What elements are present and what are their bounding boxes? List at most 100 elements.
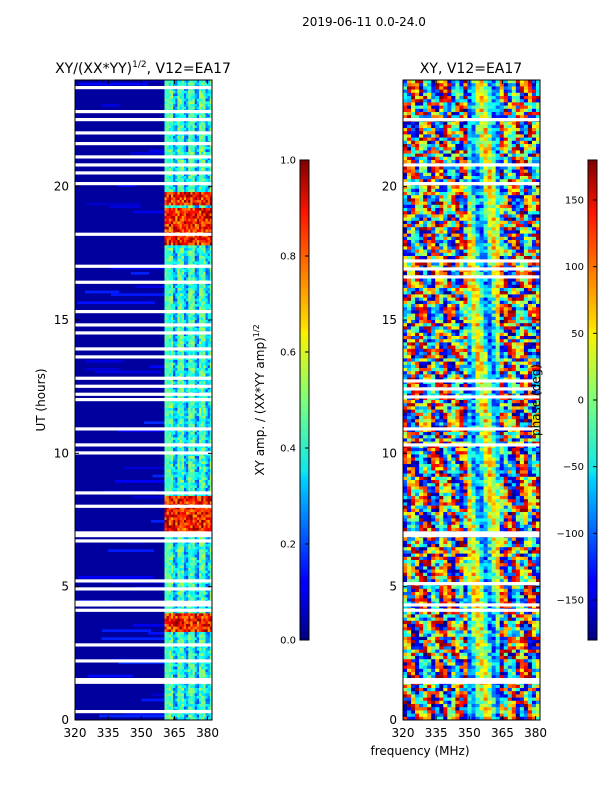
amplitude-cell xyxy=(168,314,172,318)
amplitude-cell xyxy=(181,562,185,566)
amplitude-cell xyxy=(170,381,174,385)
amplitude-cell xyxy=(207,168,211,171)
amplitude-cell xyxy=(170,317,174,321)
amplitude-cell xyxy=(201,274,204,278)
amplitude-cell xyxy=(175,88,178,91)
amplitude-cell xyxy=(181,173,185,177)
amplitude-cell xyxy=(196,378,200,382)
amplitude-cell xyxy=(199,480,202,483)
amplitude-cell xyxy=(207,258,211,262)
amplitude-cell xyxy=(190,501,193,505)
amplitude-cell xyxy=(207,656,211,659)
amplitude-cell xyxy=(194,669,198,673)
amplitude-cell xyxy=(173,237,176,241)
amplitude-cell xyxy=(175,456,178,459)
amplitude-cell xyxy=(196,202,200,206)
amplitude-cell xyxy=(209,298,212,302)
amplitude-cell xyxy=(203,314,206,318)
amplitude-cell xyxy=(168,168,172,171)
amplitude-cell xyxy=(209,146,212,150)
amplitude-cell xyxy=(199,250,202,254)
amplitude-cell xyxy=(190,296,193,299)
amplitude-cell xyxy=(166,648,170,651)
amplitude-cell xyxy=(177,240,180,243)
amplitude-cell xyxy=(181,160,185,163)
amplitude-cell xyxy=(168,248,172,251)
amplitude-cell xyxy=(183,488,187,491)
amplitude-cell xyxy=(194,440,198,443)
amplitude-cell xyxy=(177,480,180,483)
amplitude-cell xyxy=(207,434,211,438)
amplitude-cell xyxy=(203,429,206,433)
amplitude-cell xyxy=(183,482,187,486)
amplitude-cell xyxy=(175,245,178,249)
amplitude-cell xyxy=(192,570,196,574)
amplitude-cell xyxy=(166,333,170,337)
amplitude-cell xyxy=(207,272,211,275)
amplitude-cell xyxy=(170,362,174,366)
amplitude-cell xyxy=(186,645,189,649)
amplitude-cell xyxy=(192,485,196,489)
amplitude-cell xyxy=(188,362,191,366)
amplitude-cell xyxy=(194,240,198,243)
amplitude-cell xyxy=(199,370,202,374)
amplitude-cell xyxy=(201,114,204,118)
amplitude-cell xyxy=(201,336,204,339)
amplitude-cell xyxy=(183,144,187,147)
amplitude-cell xyxy=(166,298,170,302)
amplitude-cell xyxy=(168,328,172,331)
amplitude-cell xyxy=(207,288,211,291)
amplitude-cell xyxy=(170,336,174,339)
amplitude-cell xyxy=(207,138,211,142)
amplitude-cell xyxy=(177,549,180,553)
amplitude-cell xyxy=(175,629,178,633)
amplitude-cell xyxy=(166,458,170,462)
amplitude-cell xyxy=(196,173,200,177)
amplitude-cell xyxy=(192,509,196,513)
amplitude-cell xyxy=(190,458,193,462)
amplitude-cell xyxy=(188,136,191,139)
amplitude-cell xyxy=(179,509,183,513)
amplitude-cell xyxy=(199,298,202,302)
amplitude-cell xyxy=(175,80,178,83)
amplitude-faint-streak xyxy=(111,293,182,296)
amplitude-cell xyxy=(196,306,200,310)
amplitude-cell xyxy=(196,480,200,483)
amplitude-cell xyxy=(170,338,174,342)
amplitude-cell xyxy=(203,632,206,635)
amplitude-cell xyxy=(203,592,206,595)
amplitude-cell xyxy=(192,432,196,435)
amplitude-cell xyxy=(183,245,187,249)
amplitude-cell xyxy=(203,341,206,345)
amplitude-cell xyxy=(179,253,183,257)
amplitude-cell xyxy=(164,656,167,659)
amplitude-cell xyxy=(183,432,187,435)
amplitude-cell xyxy=(194,336,198,339)
amplitude-cell xyxy=(166,381,170,385)
amplitude-cell xyxy=(186,666,189,670)
amplitude-cell xyxy=(199,594,202,598)
amplitude-cell xyxy=(177,245,180,249)
amplitude-cell xyxy=(203,498,206,502)
amplitude-cell xyxy=(199,336,202,339)
amplitude-cell xyxy=(199,618,202,622)
amplitude-cell xyxy=(190,576,193,579)
amplitude-cell xyxy=(173,594,176,598)
amplitude-cell xyxy=(164,290,167,294)
amplitude-cell xyxy=(179,314,183,318)
amplitude-cell xyxy=(179,320,183,323)
amplitude-cell xyxy=(196,584,200,587)
amplitude-cell xyxy=(173,461,176,465)
amplitude-cell xyxy=(194,618,198,622)
amplitude-cell xyxy=(207,512,211,515)
amplitude-cell xyxy=(199,173,202,177)
amplitude-cell xyxy=(199,189,202,193)
amplitude-cell xyxy=(201,306,204,310)
amplitude-cell xyxy=(166,402,170,406)
amplitude-cell xyxy=(175,189,178,193)
amplitude-cell xyxy=(201,189,204,193)
amplitude-cell xyxy=(183,317,187,321)
amplitude-cell xyxy=(175,610,178,614)
amplitude-cell xyxy=(205,184,208,187)
amplitude-cell xyxy=(181,666,185,670)
